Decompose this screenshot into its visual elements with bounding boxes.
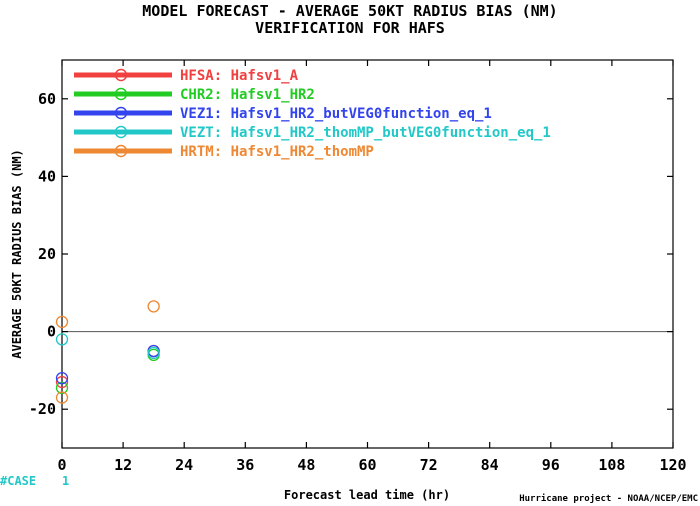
credit-text: Hurricane project - NOAA/NCEP/EMC xyxy=(519,493,698,504)
legend-marker xyxy=(114,106,128,120)
legend-label: CHR2: Hafsv1_HR2 xyxy=(180,87,315,103)
chart-title: MODEL FORECAST - AVERAGE 50KT RADIUS BIA… xyxy=(142,2,558,20)
x-tick-label: 0 xyxy=(57,456,66,474)
legend-label: VEZT: Hafsv1_HR2_thomMP_butVEG0function_… xyxy=(180,125,551,141)
legend-marker xyxy=(114,125,128,139)
legend-marker xyxy=(114,144,128,158)
x-tick-label: 60 xyxy=(358,456,376,474)
x-tick-label: 12 xyxy=(114,456,132,474)
legend-label: VEZ1: Hafsv1_HR2_butVEG0function_eq_1 xyxy=(180,106,492,122)
data-point xyxy=(55,391,69,404)
chart-subtitle: VERIFICATION FOR HAFS xyxy=(255,19,445,37)
x-tick-label: 96 xyxy=(542,456,560,474)
data-point xyxy=(147,300,160,313)
x-tick-label: 48 xyxy=(297,456,315,474)
y-tick-label: 20 xyxy=(38,245,56,263)
y-axis-label: AVERAGE 50KT RADIUS BIAS (NM) xyxy=(10,149,24,359)
data-point xyxy=(55,375,69,389)
x-axis-label: Forecast lead time (hr) xyxy=(284,488,450,502)
data-point xyxy=(55,372,69,385)
y-tick-label: 0 xyxy=(47,323,56,341)
x-tick-label: 24 xyxy=(175,456,193,474)
data-point xyxy=(55,315,69,329)
y-tick-label: -20 xyxy=(29,400,56,418)
legend-label: HRTM: Hafsv1_HR2_thomMP xyxy=(180,144,374,160)
data-point xyxy=(55,333,69,346)
y-tick-label: 40 xyxy=(38,167,56,185)
x-tick-label: 108 xyxy=(598,456,625,474)
case-count-value: 1 xyxy=(62,474,69,488)
x-tick-label: 84 xyxy=(481,456,499,474)
case-count-label: #CASE xyxy=(0,474,36,488)
x-tick-label: 36 xyxy=(236,456,254,474)
legend-marker xyxy=(114,68,128,82)
legend-marker xyxy=(114,87,128,101)
y-tick-label: 60 xyxy=(38,90,56,108)
x-tick-label: 120 xyxy=(659,456,686,474)
x-tick-label: 72 xyxy=(420,456,438,474)
legend-label: HFSA: Hafsv1_A xyxy=(180,68,299,84)
data-point xyxy=(55,381,69,395)
data-point xyxy=(147,346,160,360)
